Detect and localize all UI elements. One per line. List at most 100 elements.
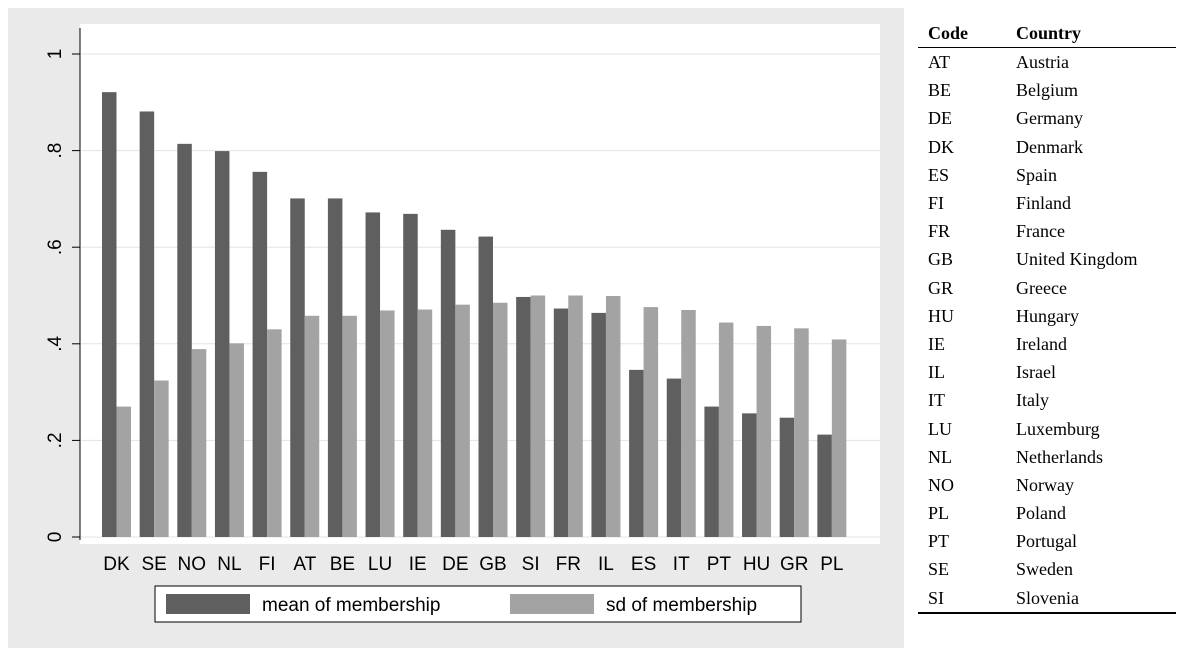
bar-mean-IT — [666, 378, 682, 537]
country-code-cell: AT — [928, 52, 950, 73]
y-tick-label: .8 — [45, 143, 66, 159]
legend-swatch-mean — [166, 594, 250, 614]
bar-mean-DE — [440, 229, 456, 537]
bar-mean-FR — [553, 308, 569, 537]
country-code-cell: GB — [928, 249, 954, 270]
table-row: PL Poland — [918, 499, 1176, 527]
bar-sd-LU — [380, 310, 395, 537]
country-code-cell: HU — [928, 305, 954, 326]
country-name-cell: Hungary — [1016, 305, 1079, 326]
x-tick-label: GR — [780, 554, 809, 575]
table-row: NL Netherlands — [918, 443, 1176, 471]
x-tick-label: BE — [330, 554, 355, 575]
country-code-cell: IL — [928, 362, 945, 383]
column-header-code: Code — [918, 20, 1016, 48]
y-tick-label: 0 — [45, 532, 66, 543]
bar-mean-PT — [704, 406, 719, 537]
x-tick-label: FI — [259, 554, 276, 575]
bar-mean-HU — [742, 413, 757, 537]
table-row: FR France — [918, 217, 1176, 245]
country-code-cell: IE — [928, 333, 945, 354]
table-row: SE Sweden — [918, 555, 1176, 583]
bar-mean-SE — [139, 111, 155, 538]
table-row: IL Israel — [918, 358, 1176, 386]
country-code-cell: FI — [928, 193, 945, 214]
bar-sd-ES — [643, 307, 659, 537]
bar-sd-FR — [568, 295, 583, 537]
x-tick-label: IT — [673, 554, 690, 575]
country-name-cell: Ireland — [1016, 333, 1067, 354]
country-code-cell: SI — [918, 583, 1016, 614]
bar-sd-BE — [342, 315, 357, 537]
bar-mean-NO — [177, 143, 192, 537]
bar-mean-FI — [252, 171, 268, 538]
country-name-cell: Sweden — [1016, 559, 1073, 580]
table-row: LU Luxemburg — [918, 414, 1176, 442]
country-code-cell: NO — [928, 474, 954, 495]
bar-mean-IL — [591, 312, 606, 537]
country-name-cell: Belgium — [1016, 80, 1078, 101]
country-code-table: Code Country AT Austria BE Belgium DE Germany… — [918, 20, 1176, 614]
country-name-cell: Slovenia — [1016, 583, 1176, 614]
country-name-cell: Norway — [1016, 474, 1074, 495]
bar-sd-FI — [267, 329, 282, 537]
table-row: HU Hungary — [918, 302, 1176, 330]
country-code-cell: SE — [928, 559, 950, 580]
bar-mean-PL — [817, 434, 832, 537]
country-code-cell: FR — [928, 221, 951, 242]
bar-sd-DK — [116, 406, 131, 537]
bar-sd-IE — [417, 309, 433, 537]
x-tick-label: SI — [522, 554, 540, 575]
legend: mean of membership sd of membership — [154, 585, 802, 623]
country-code-cell: PT — [928, 531, 950, 552]
country-name-cell: Denmark — [1016, 136, 1083, 157]
country-name-cell: Austria — [1016, 52, 1069, 73]
legend-label-mean: mean of membership — [262, 595, 440, 616]
bar-mean-GR — [779, 417, 795, 537]
table-row: DK Denmark — [918, 133, 1176, 161]
bar-sd-IT — [681, 309, 696, 537]
column-header-country: Country — [1016, 20, 1176, 48]
country-name-cell: Greece — [1016, 277, 1067, 298]
bar-sd-IL — [605, 295, 621, 537]
bar-sd-NL — [229, 343, 244, 537]
legend-box — [154, 585, 802, 623]
country-name-cell: Italy — [1016, 390, 1049, 411]
bar-sd-DE — [455, 304, 470, 537]
country-name-cell: Spain — [1016, 164, 1058, 185]
x-tick-label: FR — [556, 554, 581, 575]
bar-sd-AT — [304, 315, 320, 537]
bar-sd-NO — [191, 349, 207, 537]
membership-bar-chart: 0 .2 .4 .6 .8 1 DK SE NO NL FI AT BE LU IE DE GB SI FR IL E… — [8, 8, 904, 648]
bar-mean-NL — [214, 151, 230, 537]
country-name-cell: Israel — [1016, 362, 1056, 383]
country-name-cell: Netherlands — [1016, 446, 1103, 467]
y-tick-label: .4 — [45, 335, 66, 351]
bar-sd-PL — [831, 339, 847, 537]
table-row: NO Norway — [918, 471, 1176, 499]
country-code-cell: LU — [928, 418, 952, 439]
bar-sd-SI — [530, 295, 546, 537]
country-name-cell: Germany — [1016, 108, 1083, 129]
bar-mean-IE — [403, 213, 418, 538]
y-tick-label: 1 — [45, 49, 66, 60]
country-code-cell: DK — [928, 136, 954, 157]
bars — [102, 92, 847, 538]
country-code-cell: BE — [928, 80, 952, 101]
table-row: FI Finland — [918, 189, 1176, 217]
country-code-cell: DE — [928, 108, 952, 129]
x-tick-label: LU — [368, 554, 392, 575]
x-tick-label: AT — [293, 554, 316, 575]
table-row: AT Austria — [918, 48, 1176, 77]
table-row: SI Slovenia — [918, 583, 1176, 614]
table-row: GR Greece — [918, 274, 1176, 302]
bar-sd-SE — [154, 380, 169, 537]
bar-mean-GB — [478, 236, 493, 537]
bar-mean-DK — [102, 92, 117, 538]
country-code-cell: GR — [928, 277, 954, 298]
country-name-cell: United Kingdom — [1016, 249, 1138, 270]
bar-mean-BE — [327, 198, 343, 538]
x-tick-label: ES — [631, 554, 656, 575]
x-tick-label: DE — [442, 554, 468, 575]
x-axis: DK SE NO NL FI AT BE LU IE DE GB SI FR IL ES IT PT HU GR PL — [103, 554, 843, 575]
